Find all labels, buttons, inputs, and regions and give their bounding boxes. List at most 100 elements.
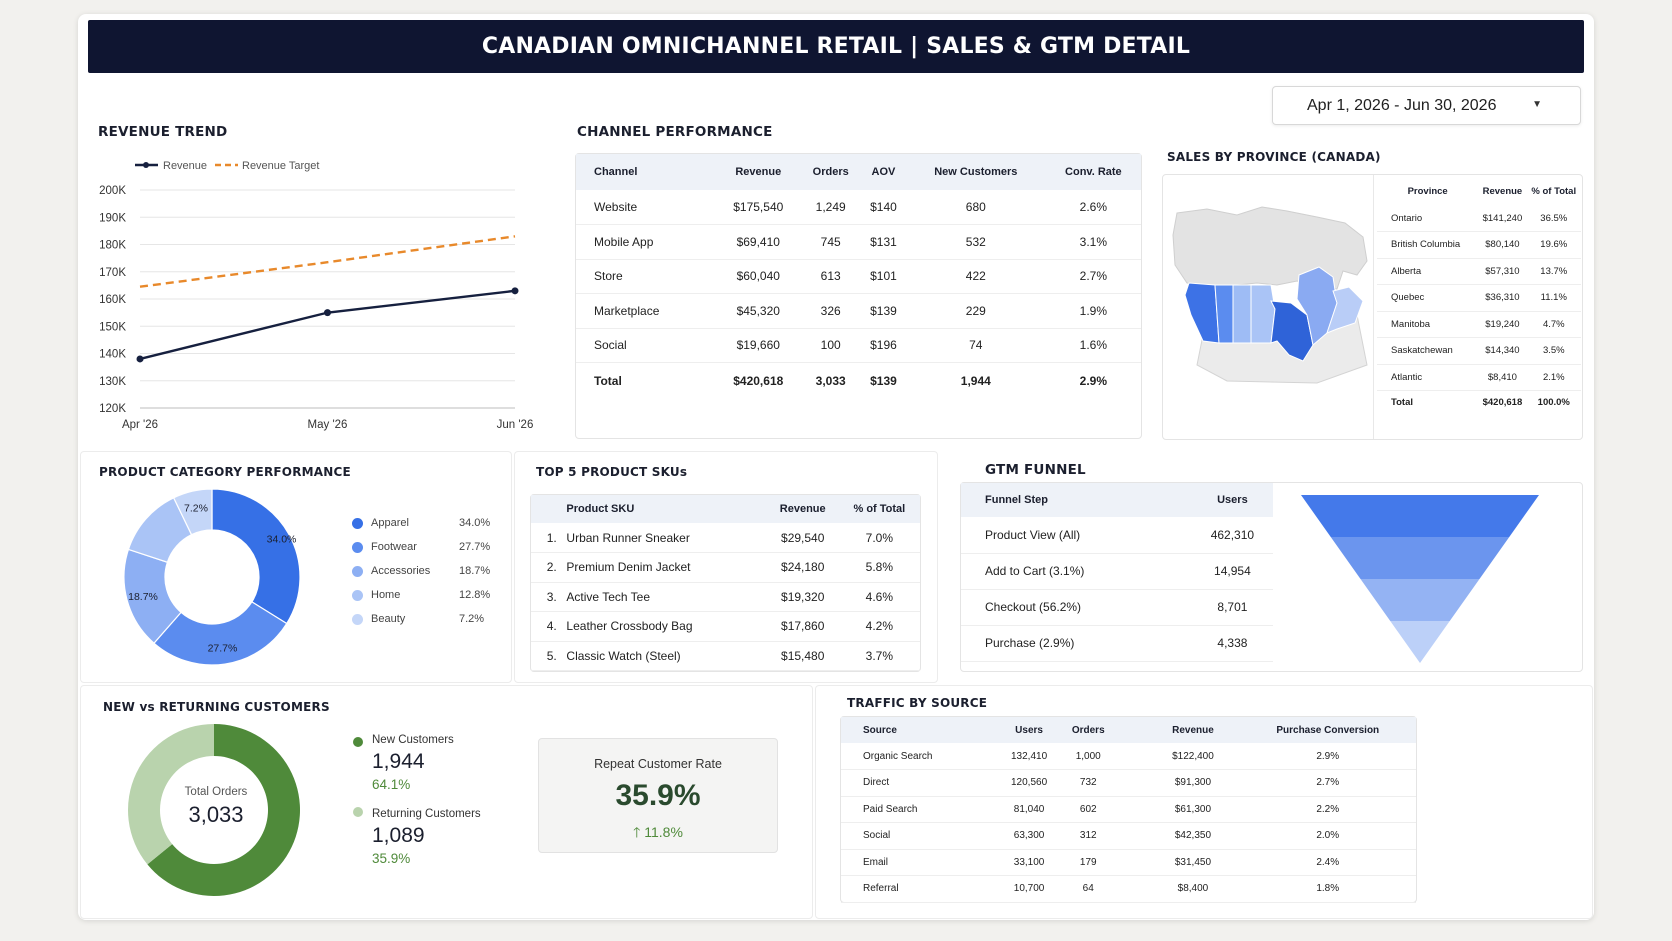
column-header-product-sku[interactable]: Product SKU: [566, 503, 635, 515]
legend-item-home[interactable]: Home 12.8%: [352, 589, 490, 601]
province-british-columbia[interactable]: [1184, 282, 1220, 344]
legend-label-target: Revenue Target: [242, 160, 319, 172]
product-category-donut: 34.0% 27.7% 18.7% 7.2%: [123, 488, 301, 666]
column-header-of-total[interactable]: % of Total: [853, 503, 906, 515]
column-header-aov[interactable]: AOV: [871, 166, 896, 178]
donut-slice-apparel[interactable]: [211, 488, 301, 625]
table-cell: Social: [841, 822, 999, 850]
donut-slice-footwear[interactable]: [153, 601, 288, 666]
table-row: Quebec $36,310 11.1%: [1377, 284, 1581, 312]
data-point[interactable]: [136, 355, 144, 363]
top-skus-table: Product SKU Revenue % of Total 1. Urban Run…: [531, 495, 920, 671]
column-header-funnel-step[interactable]: Funnel Step: [985, 494, 1048, 506]
data-point[interactable]: [324, 309, 331, 317]
column-header-revenue[interactable]: Revenue: [735, 166, 782, 178]
date-range-picker[interactable]: Apr 1, 2026 - Jun 30, 2026 ▼: [1272, 86, 1581, 125]
table-cell: 613: [800, 259, 862, 294]
chevron-down-icon[interactable]: ▼: [1532, 99, 1542, 110]
table-cell: 100.0%: [1537, 397, 1570, 409]
table-cell: 4.2%: [838, 611, 920, 642]
table-cell: 1.6%: [1045, 328, 1141, 363]
legend-item-accessories[interactable]: Accessories 18.7%: [352, 565, 490, 577]
column-header-users[interactable]: Users: [1217, 494, 1248, 506]
table-header-row: Funnel Step Users: [961, 483, 1273, 517]
column-header-revenue[interactable]: Revenue: [779, 503, 826, 515]
province-atlantic[interactable]: [1326, 286, 1364, 334]
table-header-row: Channel Revenue Orders AOV New Customers Conv…: [576, 154, 1141, 190]
table-cell: Purchase (2.9%): [961, 625, 1192, 662]
legend-dot: [352, 589, 363, 601]
donut-slice-beauty[interactable]: [172, 488, 213, 536]
legend-item-apparel[interactable]: Apparel 34.0%: [352, 517, 490, 529]
table-cell: 680: [905, 190, 1046, 225]
new-vs-returning-title: NEW vs RETURNING CUSTOMERS: [103, 700, 330, 714]
legend-item-footwear[interactable]: Footwear 27.7%: [352, 541, 490, 553]
funnel-stage-checkout-56-2[interactable]: [1360, 579, 1480, 621]
table-cell: $8,400: [1116, 875, 1240, 903]
column-header-province[interactable]: Province: [1407, 185, 1448, 197]
column-header-purchase-conversion[interactable]: Purchase Conversion: [1276, 724, 1380, 736]
column-header-conv-rate[interactable]: Conv. Rate: [1065, 166, 1122, 178]
table-cell: $196: [861, 328, 906, 363]
province-saskatchewan[interactable]: [1232, 284, 1252, 344]
returning-customers-value: 1,089: [372, 824, 425, 847]
table-row: 3. Active Tech Tee $19,320 4.6%: [531, 582, 920, 612]
funnel-stage-add-to-cart-3-1[interactable]: [1330, 537, 1510, 579]
table-row: Referral 10,700 64 $8,400 1.8%: [841, 875, 1416, 903]
funnel-stage-product-view-all[interactable]: [1301, 495, 1539, 537]
table-cell: $80,140: [1478, 231, 1527, 259]
legend-value: 34.0%: [459, 517, 491, 529]
y-tick-label: 190K: [99, 212, 126, 224]
data-point[interactable]: [511, 287, 519, 295]
column-header-users[interactable]: Users: [1015, 724, 1043, 736]
column-header-orders[interactable]: Orders: [1071, 724, 1105, 736]
column-header-channel[interactable]: Channel: [594, 166, 638, 178]
repeat-rate-label: Repeat Customer Rate: [594, 757, 722, 771]
slice-label: 18.7%: [128, 591, 158, 603]
table-cell: Atlantic: [1377, 364, 1479, 391]
table-row: Direct 120,560 732 $91,300 2.7%: [841, 769, 1416, 797]
table-cell: $8,410: [1478, 364, 1527, 391]
table-header-row: Province Revenue % of Total: [1377, 177, 1581, 205]
table-cell: 19.6%: [1526, 231, 1581, 259]
table-cell: Saskatchewan: [1377, 337, 1479, 365]
province-manitoba[interactable]: [1250, 284, 1276, 344]
table-row: Organic Search 132,410 1,000 $122,400 2.9%: [841, 743, 1416, 770]
table-row: Product View (All) 462,310: [961, 517, 1273, 554]
table-cell: $29,540: [766, 523, 839, 553]
channel-performance-title: CHANNEL PERFORMANCE: [577, 124, 773, 140]
province-ontario[interactable]: [1270, 300, 1314, 362]
arrow-up-icon: 🡑: [633, 824, 641, 840]
column-header-source[interactable]: Source: [863, 724, 897, 736]
table-row: British Columbia $80,140 19.6%: [1377, 231, 1581, 259]
table-cell: 8,701: [1191, 589, 1273, 626]
new-customers-label: New Customers: [372, 734, 454, 746]
repeat-rate-change-value: 11.8%: [644, 824, 683, 840]
table-cell: 602: [1060, 796, 1117, 823]
donut-slice-new-customers[interactable]: [147, 724, 300, 896]
table-cell: 10,700: [998, 875, 1061, 903]
column-header-revenue[interactable]: Revenue: [1172, 724, 1214, 736]
traffic-table-panel: Source Users Orders Revenue Purchase Convers…: [840, 716, 1417, 903]
column-header-revenue[interactable]: Revenue: [1482, 185, 1523, 197]
repeat-rate-change: 🡑 11.8%: [539, 822, 777, 846]
table-row: 2. Premium Denim Jacket $24,180 5.8%: [531, 552, 920, 583]
table-cell: $139: [861, 293, 906, 329]
column-header-orders[interactable]: Orders: [812, 166, 849, 178]
table-cell: 3.: [531, 582, 563, 612]
funnel-stage-purchase-2-9[interactable]: [1390, 621, 1450, 663]
column-header-new-customers[interactable]: New Customers: [934, 166, 1018, 178]
table-cell: $42,350: [1116, 822, 1240, 850]
canada-province-map[interactable]: [1167, 205, 1373, 385]
slice-label: 7.2%: [184, 502, 208, 514]
legend-item-beauty[interactable]: Beauty 7.2%: [352, 613, 484, 625]
donut-slice-returning-customers[interactable]: [127, 724, 214, 865]
series-line-revenue: [139, 289, 516, 361]
table-cell: $14,340: [1478, 337, 1527, 365]
column-header-rank[interactable]: [531, 495, 562, 523]
table-row: Social $19,660 100 $196 74 1.6%: [576, 328, 1141, 363]
y-tick-label: 150K: [99, 321, 126, 333]
column-header-of-total[interactable]: % of Total: [1531, 185, 1577, 197]
y-tick-label: 140K: [99, 349, 126, 361]
y-tick-label: 180K: [99, 240, 126, 252]
